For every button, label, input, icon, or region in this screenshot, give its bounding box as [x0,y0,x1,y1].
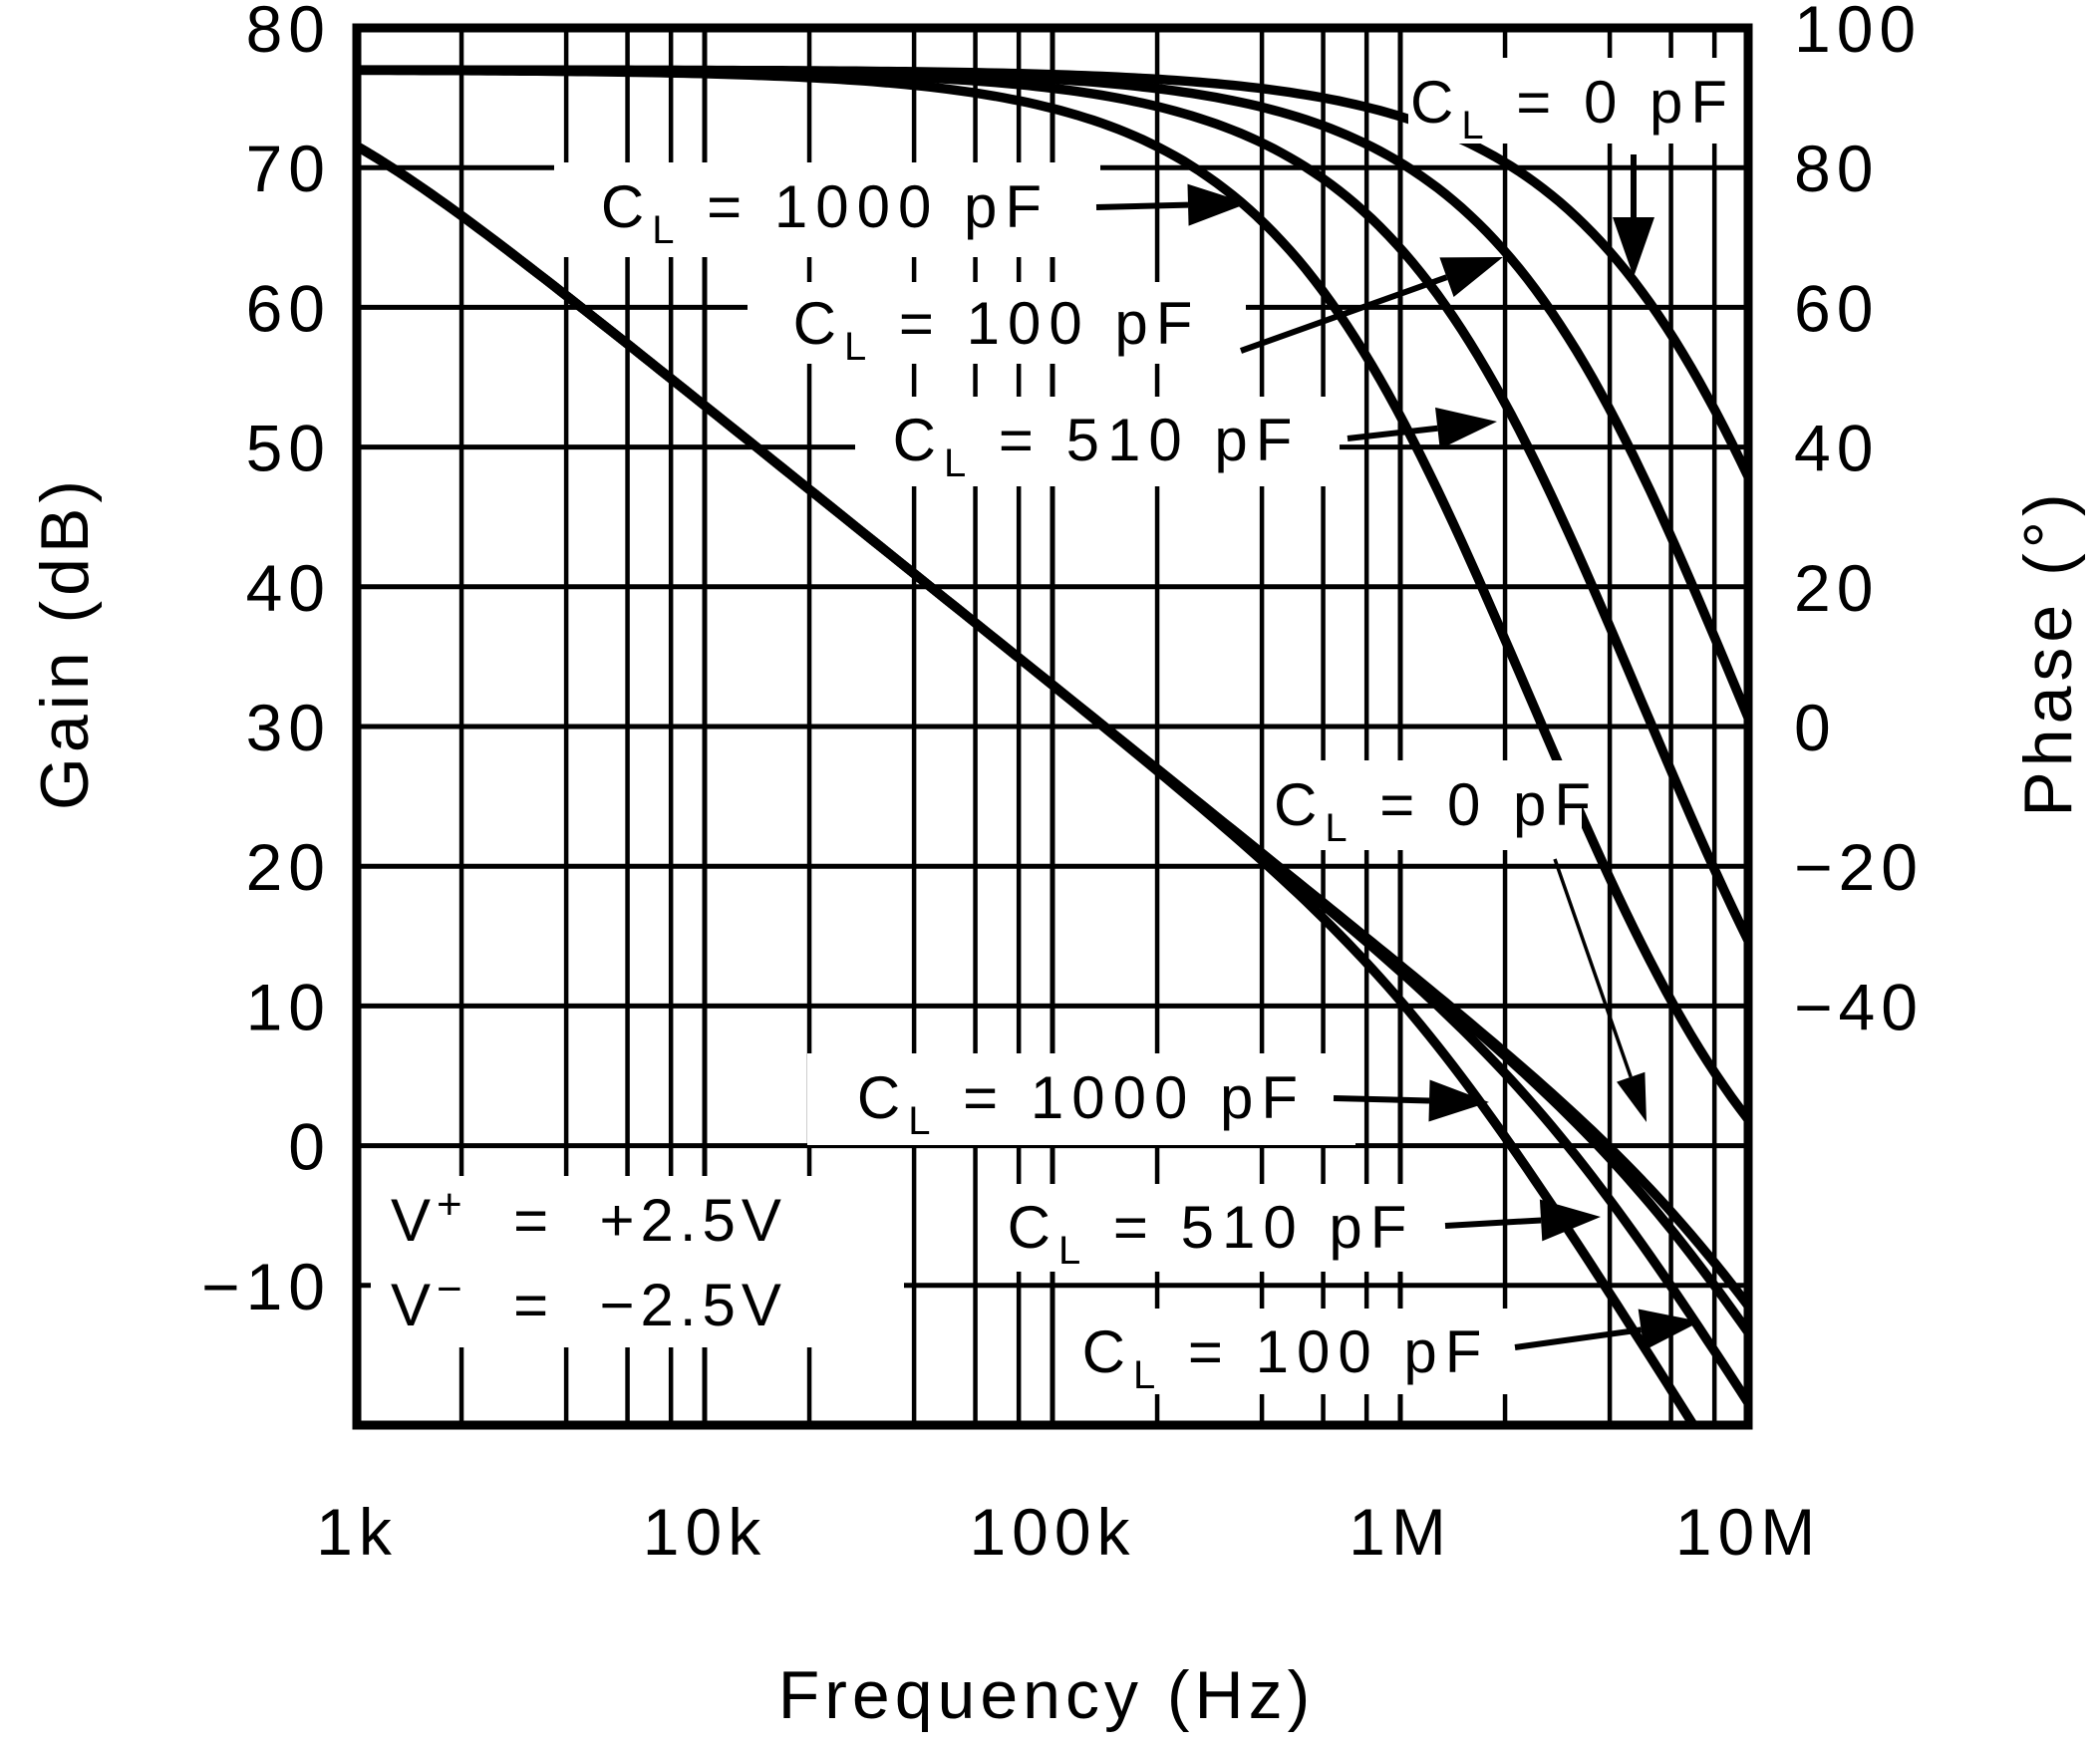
label-cl-510pf-phase: CL = 510 pF [893,407,1301,485]
label-cl-100pf-gain-arrow-shaft [1514,1326,1642,1350]
annotations: CL = 0 pF CL = 1000 pF CL = 100 pF CL = 510… [371,58,1737,1397]
conditions-mask [371,1176,904,1347]
gain-tick-label: −10 [201,1250,331,1323]
curve-gain_CL_1000pF [357,141,1699,1425]
gain-tick-label: 80 [246,0,331,66]
label-cl-510pf-gain-mask [982,1184,1440,1272]
gain-tick-label: 40 [246,551,331,625]
label-cl-0pf-phase-arrow-arrowhead [1613,217,1654,277]
label-cl-1000pf-phase-mask [554,162,1100,257]
label-cl-100pf-phase-arrow-arrowhead [1439,257,1503,297]
label-cl-510pf-gain: CL = 510 pF [1008,1194,1415,1273]
supply-condition-0: V+ = +2.5V [391,1180,787,1254]
phase-tick-label: 80 [1794,132,1879,205]
label-cl-510pf-phase-arrow-shaft [1347,425,1438,441]
label-cl-0pf-gain: CL = 0 pF [1274,771,1599,850]
label-cl-510pf-phase-mask [855,397,1340,486]
label-cl-0pf-gain-arrow-shaft [1553,858,1633,1078]
axis-labels: 80706050403020100−10100806040200−20−401k… [201,0,1924,1569]
label-cl-100pf-gain-arrow-arrowhead [1638,1309,1700,1351]
curve-phase_CL_1000pF [357,65,1748,1124]
gain-tick-label: 10 [246,970,331,1043]
phase-tick-label: 20 [1794,551,1879,625]
gain-axis-title: Gain (dB) [27,475,103,810]
gain-tick-label: 0 [288,1110,331,1184]
gain-tick-label: 30 [246,691,331,764]
gain-tick-label: 50 [246,412,331,485]
phase-tick-label: −40 [1794,970,1924,1043]
curves [357,65,1748,1425]
label-cl-100pf-phase-arrow-shaft [1239,274,1448,354]
label-cl-1000pf-phase: CL = 1000 pF [601,173,1050,252]
label-cl-100pf-phase: CL = 100 pF [793,290,1201,369]
frequency-axis-title: Frequency (Hz) [777,1657,1316,1733]
label-cl-1000pf-gain-arrow-arrowhead [1428,1079,1489,1122]
freq-tick-label: 1k [316,1495,398,1569]
phase-tick-label: 60 [1794,271,1879,345]
label-cl-510pf-gain-arrow-shaft [1444,1217,1542,1229]
freq-tick-label: 10M [1675,1495,1821,1569]
label-cl-1000pf-gain-mask [807,1053,1355,1145]
label-cl-0pf-phase-mask [1408,58,1737,144]
freq-tick-label: 10k [643,1495,766,1569]
supply-condition-1: V− = −2.5V [391,1265,787,1338]
label-cl-100pf-gain-mask [1059,1309,1513,1394]
label-cl-0pf-phase: CL = 0 pF [1410,69,1735,147]
label-cl-0pf-gain-mask [1291,760,1582,850]
phase-tick-label: 100 [1794,0,1922,66]
freq-tick-label: 1M [1349,1495,1452,1569]
label-cl-100pf-phase-mask [748,282,1246,364]
phase-tick-label: −20 [1794,830,1924,904]
label-cl-510pf-phase-arrow-arrowhead [1435,407,1497,449]
gain-tick-label: 60 [246,271,331,345]
gain-tick-label: 70 [246,132,331,205]
phase-axis-title: Phase (°) [2010,488,2086,817]
phase-tick-label: 40 [1794,412,1879,485]
label-cl-100pf-gain: CL = 100 pF [1082,1318,1490,1397]
plot-border [352,23,1753,1430]
freq-tick-label: 100k [969,1495,1135,1569]
label-cl-0pf-gain-arrow-arrowhead [1617,1071,1647,1122]
label-cl-1000pf-phase-arrow-arrowhead [1187,183,1248,226]
label-cl-1000pf-phase-arrow-shaft [1095,201,1189,210]
label-cl-510pf-gain-arrow-arrowhead [1539,1199,1601,1242]
label-cl-1000pf-gain-arrow-shaft [1333,1095,1430,1104]
gain-tick-label: 20 [246,830,331,904]
label-cl-1000pf-gain: CL = 1000 pF [857,1064,1306,1143]
phase-tick-label: 0 [1794,691,1837,764]
